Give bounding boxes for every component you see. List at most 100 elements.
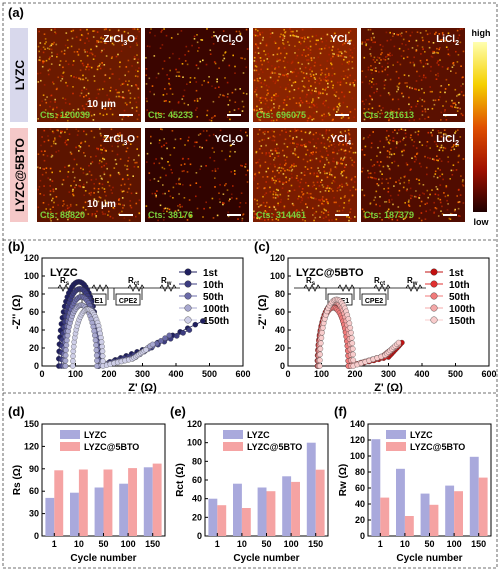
map-speckle <box>348 219 350 222</box>
map-speckle <box>441 32 444 34</box>
map-speckle <box>93 187 96 190</box>
map-speckle <box>112 217 114 219</box>
map-speckle <box>354 108 356 111</box>
map-speckle <box>207 81 210 84</box>
map-speckle <box>347 63 350 65</box>
map-speckle <box>373 177 375 179</box>
map-speckle <box>418 194 421 196</box>
map-speckle <box>375 190 378 193</box>
map-speckle <box>301 37 304 39</box>
map-speckle <box>193 35 196 38</box>
map-speckle <box>440 39 443 41</box>
map-speckle <box>44 98 47 101</box>
map-speckle <box>52 197 54 200</box>
legend-label: LYZC <box>410 430 433 440</box>
map-speckle <box>411 31 413 34</box>
map-speckle <box>168 57 171 59</box>
map-speckle <box>386 62 389 65</box>
map-speckle <box>49 208 52 211</box>
map-speckle <box>342 159 344 161</box>
map-speckle <box>440 135 443 138</box>
map-speckle <box>137 70 139 73</box>
map-speckle <box>408 205 411 207</box>
map-speckle <box>425 145 428 147</box>
map-speckle <box>260 110 263 113</box>
map-speckle <box>314 78 317 80</box>
map-speckle <box>319 150 322 153</box>
map-speckle <box>91 214 93 217</box>
map-speckle <box>79 146 82 148</box>
map-speckle <box>340 158 342 161</box>
map-speckle <box>223 57 226 60</box>
map-speckle <box>103 173 106 176</box>
map-speckle <box>177 101 180 103</box>
map-speckle <box>388 199 390 201</box>
map-speckle <box>155 158 157 160</box>
map-speckle <box>297 87 300 90</box>
map-speckle <box>435 143 438 146</box>
map-speckle <box>396 61 399 63</box>
map-speckle <box>269 163 272 165</box>
map-speckle <box>433 175 435 178</box>
map-speckle <box>156 190 158 192</box>
map-speckle <box>62 71 65 74</box>
map-speckle <box>334 146 336 148</box>
map-speckle <box>314 87 317 90</box>
map-speckle <box>103 188 106 190</box>
map-speckle <box>457 54 460 56</box>
legend-label: LYZC@5BTO <box>410 442 465 452</box>
map-speckle <box>45 41 47 43</box>
map-speckle <box>98 196 101 198</box>
map-speckle <box>338 51 341 53</box>
map-speckle <box>333 181 336 183</box>
map-speckle <box>460 91 463 93</box>
map-speckle <box>326 67 328 70</box>
map-speckle <box>158 142 161 144</box>
map-speckle <box>117 145 119 148</box>
map-speckle <box>253 69 256 72</box>
map-speckle <box>312 207 314 210</box>
map-speckle <box>148 216 150 219</box>
map-speckle <box>397 34 399 36</box>
map-speckle <box>126 39 129 42</box>
map-speckle <box>411 195 413 197</box>
map-speckle <box>297 48 300 51</box>
map-speckle <box>332 157 335 160</box>
map-speckle <box>211 85 213 87</box>
map-speckle <box>351 97 354 100</box>
map-speckle <box>326 185 329 187</box>
map-speckle <box>161 166 164 169</box>
map-speckle <box>370 86 373 88</box>
map-speckle <box>213 151 215 153</box>
data-point <box>186 327 193 333</box>
map-speckle <box>284 138 287 141</box>
map-speckle <box>367 176 370 179</box>
map-speckle <box>184 144 186 146</box>
map-speckle <box>340 172 342 175</box>
map-speckle <box>42 154 45 156</box>
x-tick-label: 0 <box>285 369 290 379</box>
map-speckle <box>388 217 390 219</box>
map-speckle <box>268 55 270 58</box>
map-speckle <box>289 135 291 137</box>
map-speckle <box>306 59 308 61</box>
map-speckle <box>61 76 64 78</box>
map-speckle <box>298 102 301 104</box>
map-speckle <box>117 29 120 32</box>
map-speckle <box>65 32 68 34</box>
map-speckle <box>83 49 86 51</box>
map-speckle <box>265 192 268 194</box>
map-speckle <box>99 63 101 65</box>
map-speckle <box>39 56 41 59</box>
map-speckle <box>412 145 415 147</box>
map-speckle <box>368 103 371 105</box>
map-speckle <box>406 56 409 58</box>
map-speckle <box>49 178 52 181</box>
map-speckle <box>58 64 61 66</box>
map-speckle <box>407 48 410 50</box>
map-speckle <box>262 131 265 134</box>
circuit-label-rct: Rct <box>374 276 385 287</box>
map-speckle <box>198 47 200 49</box>
data-point <box>94 363 100 369</box>
map-speckle <box>261 218 263 221</box>
